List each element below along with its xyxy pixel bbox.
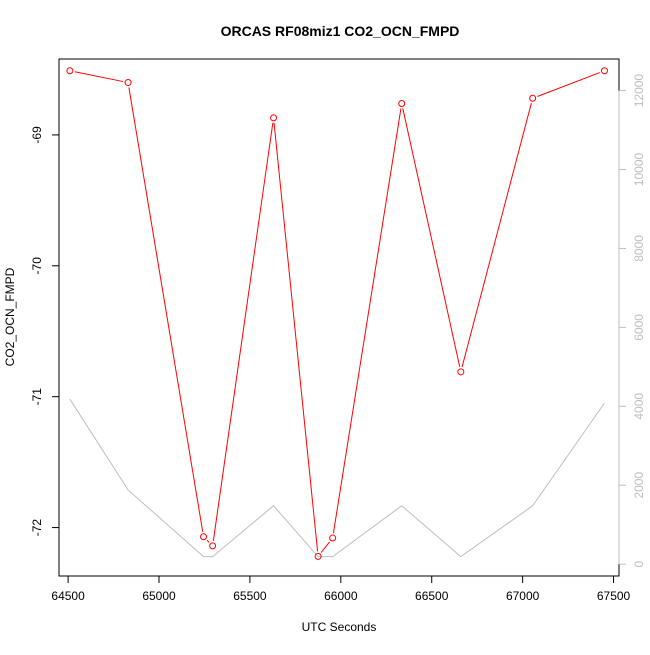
chart-title: ORCAS RF08miz1 CO2_OCN_FMPD (221, 23, 460, 39)
series-segment (74, 71, 124, 83)
series-segment (206, 539, 210, 543)
data-point (124, 79, 132, 87)
x-axis-label: UTC Seconds (302, 620, 377, 634)
x-tick-label: 64500 (51, 589, 85, 603)
series-segment (128, 87, 204, 532)
series-left (66, 67, 608, 560)
data-point (200, 533, 208, 541)
series-line (69, 398, 605, 558)
x-tick-label: 67500 (597, 589, 631, 603)
series-segment (273, 122, 319, 552)
y-axis-label: CO2_OCN_FMPD (3, 267, 17, 366)
y-tick-label: -69 (30, 126, 44, 144)
y2-tick-label: 10000 (632, 152, 646, 186)
series-segment (212, 122, 274, 542)
x-tick-label: 66500 (415, 589, 449, 603)
y2-tick-label: 2000 (632, 472, 646, 499)
x-tick-label: 65000 (142, 589, 176, 603)
data-point (329, 534, 337, 542)
series-segment (402, 108, 461, 368)
y-axis-left: -72 -71 -70 -69 (30, 126, 60, 537)
y-tick-label: -70 (30, 257, 44, 275)
data-point (66, 67, 74, 75)
data-point (600, 67, 608, 75)
y2-tick-label: 0 (632, 561, 646, 568)
y-tick-label: -72 (30, 519, 44, 537)
series-segment (332, 108, 402, 534)
data-point (398, 100, 406, 108)
data-point (529, 94, 537, 102)
x-tick-label: 67000 (506, 589, 540, 603)
data-point (457, 368, 465, 376)
series-segment (461, 102, 532, 368)
x-axis: 64500 65000 65500 66000 66500 67000 67500 (51, 575, 631, 603)
data-point (314, 552, 322, 560)
series-segment (537, 72, 600, 97)
y-axis-right: 0 2000 4000 6000 8000 10000 12000 (618, 74, 646, 568)
data-point (209, 542, 217, 550)
x-tick-label: 65500 (233, 589, 267, 603)
series-segment (320, 541, 330, 553)
y2-tick-label: 12000 (632, 74, 646, 108)
series-layer (66, 67, 608, 560)
x-tick-label: 66000 (324, 589, 358, 603)
y2-tick-label: 8000 (632, 235, 646, 262)
y2-tick-label: 4000 (632, 393, 646, 420)
series-right (69, 398, 605, 558)
y-tick-label: -71 (30, 388, 44, 406)
y2-tick-label: 6000 (632, 314, 646, 341)
data-point (270, 114, 278, 122)
